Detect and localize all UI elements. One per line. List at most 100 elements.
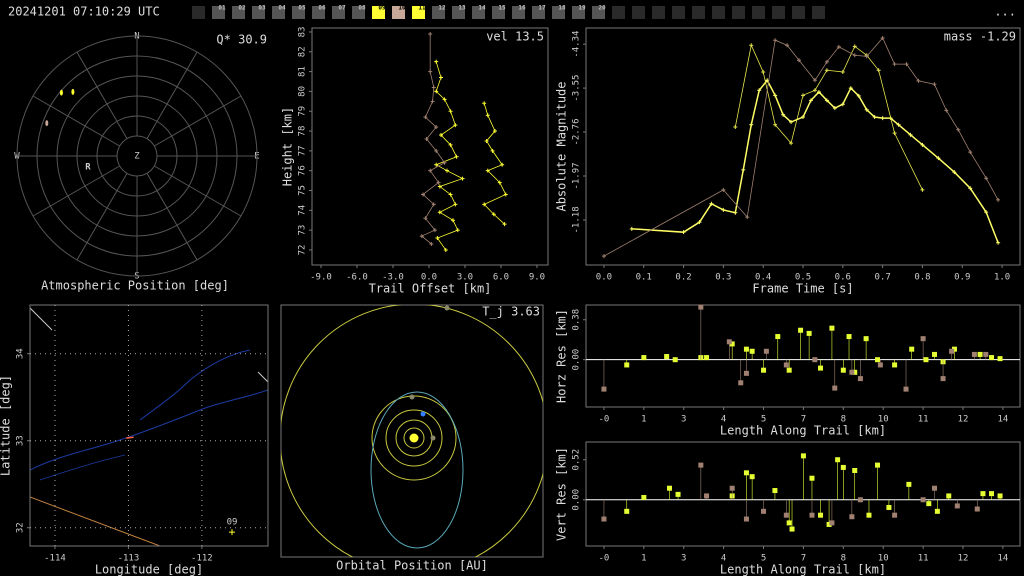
- data-point: [438, 75, 443, 80]
- orbit-title: Orbital Position [AU]: [336, 559, 488, 573]
- data-point: [936, 156, 941, 161]
- station-box[interactable]: [452, 6, 465, 19]
- x-tick-label: 4: [721, 415, 726, 425]
- data-point: [824, 68, 829, 73]
- x-tick-label: 3: [681, 415, 686, 425]
- station-label: 18: [558, 5, 566, 12]
- residual-point: [806, 330, 812, 336]
- data-point: [801, 93, 805, 98]
- station-box[interactable]: [252, 6, 265, 19]
- station-box[interactable]: [332, 6, 345, 19]
- station-box[interactable]: [552, 6, 565, 19]
- x-tick-label: 0.4: [755, 273, 771, 283]
- data-point: [852, 53, 857, 58]
- data-point: [437, 184, 442, 189]
- station-box[interactable]: [312, 6, 325, 19]
- y-axis-label: Vert Res [km]: [555, 447, 569, 541]
- data-point: [872, 115, 877, 120]
- station-box[interactable]: [492, 6, 505, 19]
- station-box[interactable]: [572, 6, 585, 19]
- station-box[interactable]: [272, 6, 285, 19]
- data-point: [229, 529, 236, 536]
- data-point: [444, 168, 449, 173]
- data-point: [485, 113, 490, 118]
- polar-spoke: [32, 95, 120, 147]
- data-point: [423, 115, 428, 120]
- station-label: 12: [438, 5, 446, 12]
- residual-point: [698, 462, 704, 468]
- station-box: [752, 6, 765, 19]
- station-box[interactable]: [432, 6, 445, 19]
- x-axis-label: Length Along Trail [km]: [720, 424, 886, 438]
- y-tick-label: 77: [298, 145, 308, 156]
- data-point: [773, 38, 778, 43]
- residual-point: [800, 453, 806, 459]
- station-label: 07: [338, 5, 346, 12]
- station-box[interactable]: [352, 6, 365, 19]
- panel-note: vel 13.5: [486, 30, 544, 44]
- x-tick-label: -113: [118, 554, 140, 564]
- station-box[interactable]: [212, 6, 225, 19]
- data-point: [490, 148, 495, 153]
- data-point: [423, 216, 428, 221]
- data-point: [438, 133, 443, 138]
- station-box[interactable]: [512, 6, 525, 19]
- data-point: [484, 138, 489, 143]
- x-tick-label: 12: [958, 554, 969, 564]
- residual-point: [786, 367, 792, 373]
- station-label: 03: [258, 5, 266, 12]
- polar-point: [71, 88, 75, 95]
- data-point: [428, 168, 433, 173]
- data-point: [797, 58, 802, 63]
- orbit-note: T_j 3.63: [482, 305, 540, 319]
- station-box: [732, 6, 745, 19]
- data-point: [880, 116, 885, 121]
- residual-point: [772, 488, 778, 494]
- y-axis-label: Absolute Magnitude: [555, 81, 569, 211]
- x-tick-label: 0.7: [875, 273, 891, 283]
- station-box[interactable]: [392, 6, 405, 19]
- x-tick-label: -0: [599, 415, 610, 425]
- residual-point: [920, 336, 926, 342]
- polar-spoke: [76, 173, 128, 261]
- station-label: 17: [538, 5, 546, 12]
- x-tick-label: 10: [878, 554, 889, 564]
- data-point: [789, 141, 794, 146]
- menu-button[interactable]: ...: [994, 5, 1016, 19]
- residual-point: [849, 369, 855, 375]
- residual-point: [601, 386, 607, 392]
- station-box[interactable]: [472, 6, 485, 19]
- x-tick-label: 14: [997, 415, 1008, 425]
- data-point: [497, 180, 502, 185]
- station-box[interactable]: [232, 6, 245, 19]
- data-point: [460, 176, 465, 181]
- station-label: 20: [598, 5, 606, 12]
- residual-point: [743, 516, 749, 522]
- residual-point: [729, 341, 735, 347]
- data-point: [761, 69, 766, 74]
- residual-point: [903, 386, 909, 392]
- data-point: [840, 102, 845, 107]
- residual-point: [926, 501, 932, 507]
- station-box[interactable]: [292, 6, 305, 19]
- residual-point: [840, 464, 846, 470]
- data-point: [932, 82, 937, 87]
- x-tick-label: 0.2: [675, 273, 691, 283]
- station-box: [652, 6, 665, 19]
- station-box[interactable]: [532, 6, 545, 19]
- data-point: [721, 187, 726, 192]
- x-tick-label: 1.0: [994, 273, 1010, 283]
- residual-point: [624, 508, 630, 514]
- residual-point: [971, 351, 977, 357]
- station-box[interactable]: [412, 6, 425, 19]
- y-axis-label: Latitude [deg]: [0, 375, 13, 476]
- y-tick-label: -1.97: [572, 162, 582, 189]
- station-box[interactable]: [372, 6, 385, 19]
- station-label: 09: [378, 5, 386, 12]
- residual-point: [977, 351, 983, 357]
- x-tick-label: 14: [997, 554, 1008, 564]
- residual-point: [763, 348, 769, 354]
- orbit-diagram: [281, 305, 543, 557]
- x-tick-label: 0.9: [954, 273, 970, 283]
- station-box[interactable]: [592, 6, 605, 19]
